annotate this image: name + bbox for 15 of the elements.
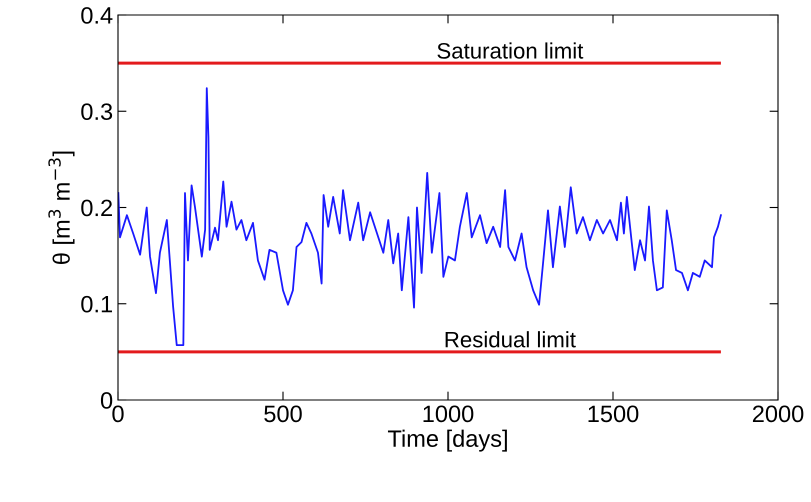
x-axis-title: Time [days] [388, 430, 507, 452]
x-tick-label: 500 [264, 405, 302, 422]
x-tick-label: 1500 [588, 405, 638, 422]
y-axis-title: θ [m$^{3}$ m$^{−3}$] [48, 152, 75, 264]
y-tick-label: 0.2 [81, 200, 112, 216]
x-tick-label: 2000 [752, 405, 804, 422]
ref-line-label: Residual limit [446, 331, 576, 348]
y-tick-label: 0 [100, 392, 112, 409]
y-tick-label: 0.3 [81, 103, 112, 120]
y-tick-label: 0.1 [81, 296, 112, 313]
x-tick-label: 0 [112, 405, 124, 422]
x-tick-label: 1000 [424, 405, 474, 422]
line-series [118, 87, 722, 346]
ref-line-label: Saturation limit [437, 42, 584, 59]
y-tick-label: 0.4 [81, 7, 112, 24]
